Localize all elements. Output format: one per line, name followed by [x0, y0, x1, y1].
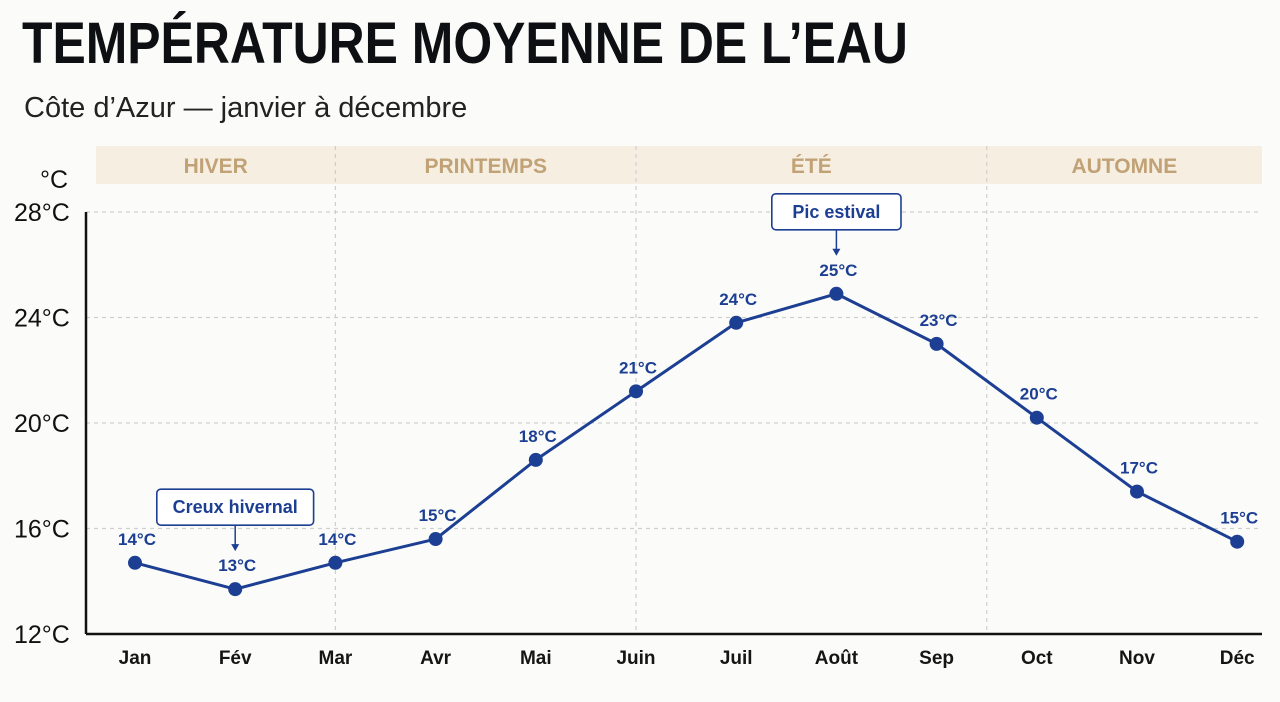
- annotation-text: Pic estival: [792, 202, 880, 222]
- data-label: 13°C: [218, 556, 256, 575]
- annotation-arrowhead: [832, 248, 841, 256]
- x-tick-label: Déc: [1220, 648, 1255, 669]
- data-label: 20°C: [1020, 385, 1058, 404]
- data-label: 15°C: [1220, 509, 1258, 528]
- season-band: [96, 146, 1262, 184]
- data-label: 14°C: [318, 530, 356, 549]
- data-label: 24°C: [719, 290, 757, 309]
- annotation-text: Creux hivernal: [173, 497, 298, 517]
- data-label: 23°C: [920, 311, 958, 330]
- data-label: 17°C: [1120, 459, 1158, 478]
- data-point: [328, 555, 343, 570]
- season-label: AUTOMNE: [1071, 155, 1177, 178]
- data-point: [1130, 484, 1144, 499]
- y-tick-label: 20°C: [14, 410, 70, 438]
- series-line: [134, 292, 1238, 591]
- season-label: HIVER: [184, 155, 248, 178]
- y-tick-label: 12°C: [14, 621, 70, 649]
- data-point: [128, 555, 142, 570]
- y-axis-unit-label: °C: [40, 166, 68, 194]
- x-tick-label: Août: [815, 648, 859, 669]
- season-label: ÉTÉ: [791, 155, 832, 178]
- data-point: [228, 582, 243, 597]
- x-tick-label: Mai: [520, 648, 552, 669]
- data-point: [1029, 410, 1044, 425]
- data-label: 25°C: [819, 261, 857, 280]
- chart-subtitle: Côte d’Azur — janvier à décembre: [24, 92, 468, 124]
- x-tick-label: Nov: [1119, 648, 1155, 669]
- y-tick-label: 28°C: [14, 199, 70, 227]
- data-point: [428, 532, 443, 547]
- chart-title: TEMPÉRATURE MOYENNE DE L’EAU: [22, 11, 908, 76]
- x-tick-label: Fév: [219, 648, 252, 669]
- x-tick-label: Sep: [919, 648, 954, 669]
- data-point: [528, 452, 543, 467]
- data-label: 21°C: [619, 358, 657, 377]
- x-tick-label: Jan: [119, 648, 152, 669]
- y-tick-label: 16°C: [14, 516, 70, 544]
- annotation-arrowhead: [231, 544, 240, 552]
- data-label: 18°C: [519, 427, 557, 446]
- data-point: [929, 336, 944, 351]
- x-tick-label: Oct: [1021, 648, 1053, 669]
- x-tick-label: Avr: [420, 648, 452, 669]
- x-tick-label: Mar: [319, 648, 353, 669]
- data-label: 14°C: [118, 530, 156, 549]
- data-point: [629, 384, 643, 399]
- data-point: [1230, 534, 1245, 549]
- x-tick-label: Juil: [720, 648, 753, 669]
- data-point: [829, 286, 844, 301]
- x-tick-label: Juin: [616, 648, 655, 669]
- season-label: PRINTEMPS: [424, 155, 547, 178]
- y-tick-label: 24°C: [14, 305, 70, 333]
- data-point: [729, 315, 744, 330]
- data-label: 15°C: [419, 506, 457, 525]
